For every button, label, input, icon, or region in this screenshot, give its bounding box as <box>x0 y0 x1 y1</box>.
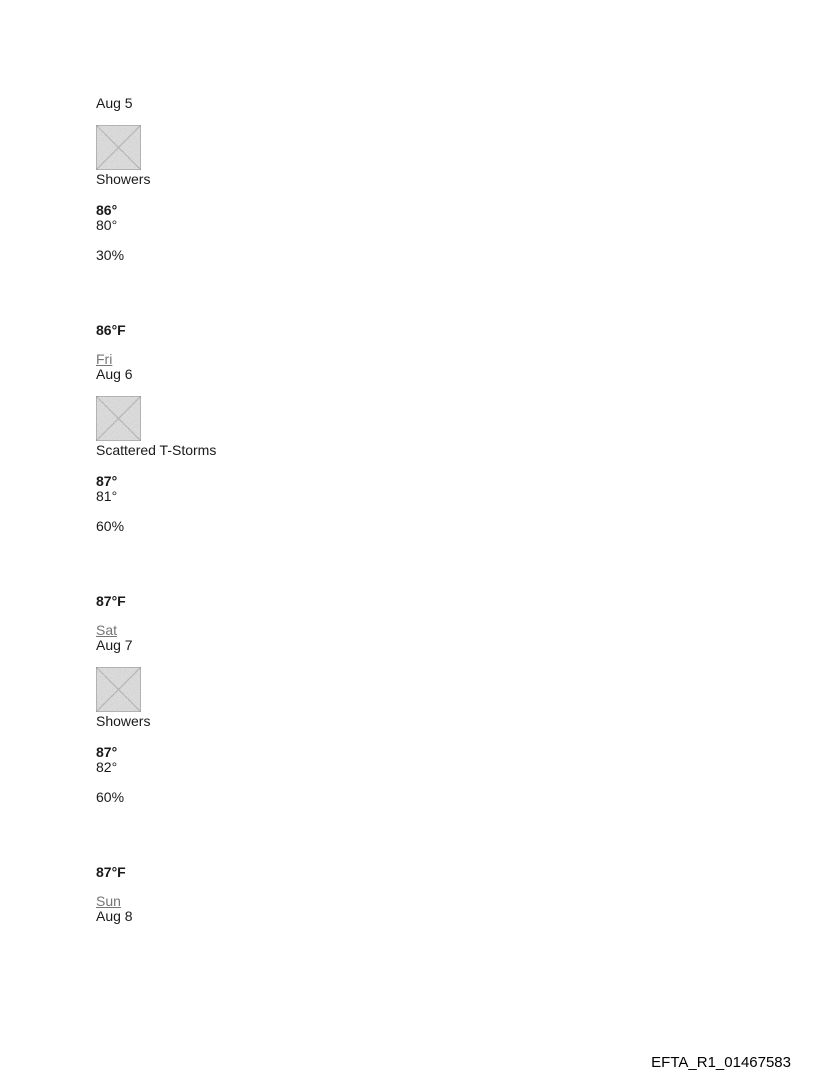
precip-chance: 60% <box>96 789 125 805</box>
weather-icon-placeholder <box>95 395 142 442</box>
date-label: Aug 8 <box>96 908 133 924</box>
date-label: Aug 5 <box>96 95 133 111</box>
day-link-sun[interactable]: Sun <box>96 893 121 909</box>
daily-forecast-list: Aug 5 Showers 86° 80° 30% 86°F Fri Aug 6 <box>95 95 217 924</box>
temp-f-label: 87°F <box>96 593 126 609</box>
precip-chance: 30% <box>96 247 125 263</box>
date-label: Aug 6 <box>96 366 133 382</box>
weather-icon-placeholder <box>95 666 142 713</box>
broken-image-icon <box>95 395 142 442</box>
condition-label: Showers <box>96 713 151 729</box>
temp-f-label: 86°F <box>96 322 126 338</box>
condition-label: Showers <box>96 171 151 187</box>
day-link-fri[interactable]: Fri <box>96 351 113 367</box>
condition-label: Scattered T-Storms <box>96 442 217 458</box>
weather-icon-placeholder <box>95 124 142 171</box>
forecast-day-sun: Sun Aug 8 <box>96 880 216 924</box>
watermark-id: EFTA_R1_01467583 <box>651 1054 791 1071</box>
low-temp: 82° <box>96 759 118 775</box>
high-temp: 87° <box>96 473 118 489</box>
forecast-day-fri: Fri Aug 6 Scattered T-Storms 87° 81° 60%… <box>95 338 217 609</box>
low-temp: 81° <box>96 488 118 504</box>
date-label: Aug 7 <box>96 637 133 653</box>
forecast-day-aug5: Aug 5 Showers 86° 80° 30% 86°F <box>95 95 216 338</box>
high-temp: 87° <box>96 744 118 760</box>
broken-image-icon <box>95 666 142 713</box>
precip-chance: 60% <box>96 518 125 534</box>
broken-image-icon <box>95 124 142 171</box>
low-temp: 80° <box>96 217 118 233</box>
day-link-sat[interactable]: Sat <box>96 622 118 638</box>
temp-f-label: 87°F <box>96 864 126 880</box>
forecast-day-sat: Sat Aug 7 Showers 87° 82° 60% 87°F <box>95 609 216 880</box>
high-temp: 86° <box>96 202 118 218</box>
